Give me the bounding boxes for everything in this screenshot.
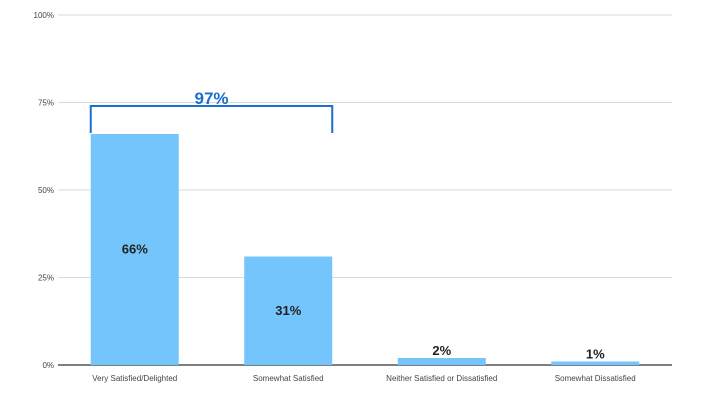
bar bbox=[397, 358, 486, 365]
bars bbox=[90, 134, 640, 365]
data-label: 66% bbox=[122, 242, 148, 257]
category-label: Very Satisfied/Delighted bbox=[92, 374, 177, 383]
data-label: 31% bbox=[275, 303, 301, 318]
y-tick-label: 0% bbox=[42, 361, 54, 370]
y-axis-tick-labels: 0% 25% 50% 75% 100% bbox=[34, 11, 54, 370]
bar bbox=[551, 361, 640, 365]
y-tick-label: 100% bbox=[34, 11, 54, 20]
bracket-label: 97% bbox=[194, 89, 228, 108]
y-tick-label: 25% bbox=[38, 274, 54, 283]
bar bbox=[244, 256, 333, 365]
bracket-annotation: 97% bbox=[89, 89, 334, 133]
y-tick-label: 75% bbox=[38, 99, 54, 108]
data-labels: 66% 31% 2% 1% bbox=[122, 242, 605, 362]
category-label: Somewhat Satisfied bbox=[253, 374, 324, 383]
data-label: 1% bbox=[586, 347, 605, 362]
bracket-line bbox=[89, 105, 334, 133]
data-label: 2% bbox=[432, 343, 451, 358]
category-labels: Very Satisfied/Delighted Somewhat Satisfi… bbox=[92, 374, 635, 383]
category-label: Neither Satisfied or Dissatisfied bbox=[386, 374, 497, 383]
y-tick-label: 50% bbox=[38, 186, 54, 195]
category-label: Somewhat Dissatisfied bbox=[555, 374, 636, 383]
bar bbox=[90, 134, 179, 365]
